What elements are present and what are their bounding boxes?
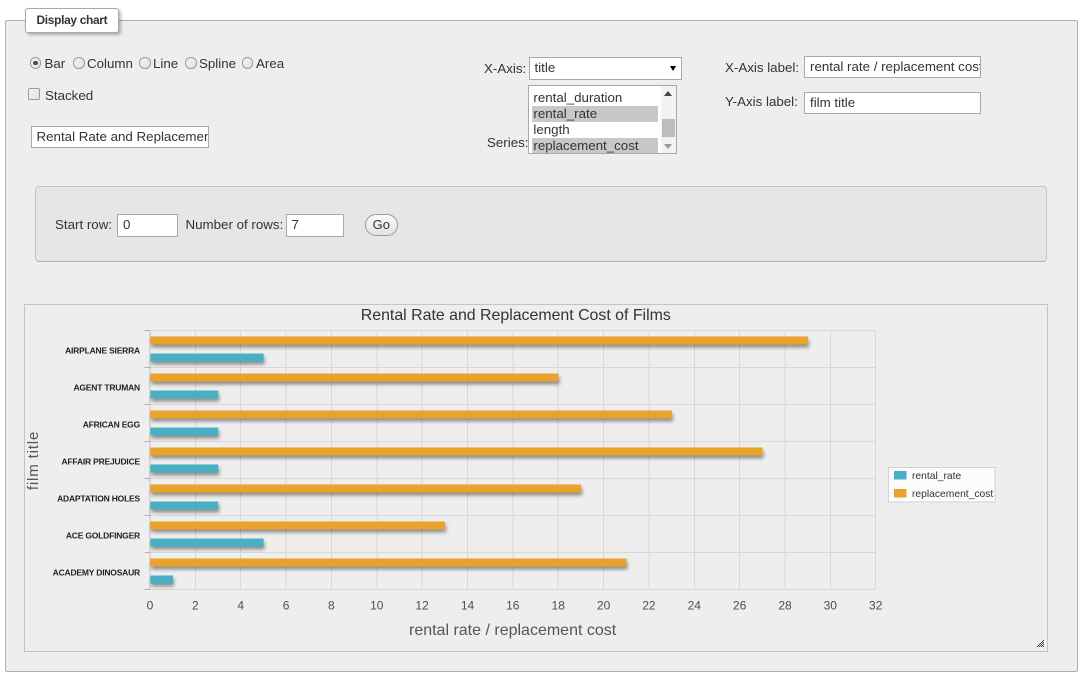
svg-text:18: 18 — [552, 599, 566, 613]
svg-text:6: 6 — [283, 599, 290, 613]
svg-text:24: 24 — [688, 599, 702, 613]
svg-text:rental_rate: rental_rate — [912, 471, 962, 482]
svg-text:32: 32 — [869, 599, 883, 613]
svg-text:30: 30 — [824, 599, 838, 613]
svg-text:AFFAIR PREJUDICE: AFFAIR PREJUDICE — [61, 457, 140, 467]
svg-text:20: 20 — [597, 599, 611, 613]
svg-text:26: 26 — [733, 599, 747, 613]
svg-text:10: 10 — [370, 599, 384, 613]
svg-text:16: 16 — [506, 599, 520, 613]
svg-text:ACADEMY DINOSAUR: ACADEMY DINOSAUR — [53, 568, 140, 578]
svg-text:12: 12 — [415, 599, 429, 613]
svg-text:22: 22 — [642, 599, 656, 613]
svg-text:film title: film title — [25, 431, 42, 490]
svg-text:AGENT TRUMAN: AGENT TRUMAN — [73, 383, 140, 393]
svg-text:AFRICAN EGG: AFRICAN EGG — [83, 420, 141, 430]
svg-text:0: 0 — [147, 599, 154, 613]
svg-text:4: 4 — [237, 599, 244, 613]
svg-text:2: 2 — [192, 599, 199, 613]
svg-text:ADAPTATION HOLES: ADAPTATION HOLES — [57, 494, 140, 504]
svg-text:Rental Rate and Replacement Co: Rental Rate and Replacement Cost of Film… — [361, 307, 671, 324]
svg-text:rental rate / replacement cost: rental rate / replacement cost — [409, 622, 617, 639]
svg-text:AIRPLANE SIERRA: AIRPLANE SIERRA — [65, 346, 140, 356]
svg-text:28: 28 — [778, 599, 792, 613]
svg-text:8: 8 — [328, 599, 335, 613]
svg-text:ACE GOLDFINGER: ACE GOLDFINGER — [66, 531, 140, 541]
svg-text:replacement_cost: replacement_cost — [912, 489, 993, 500]
svg-text:14: 14 — [461, 599, 475, 613]
